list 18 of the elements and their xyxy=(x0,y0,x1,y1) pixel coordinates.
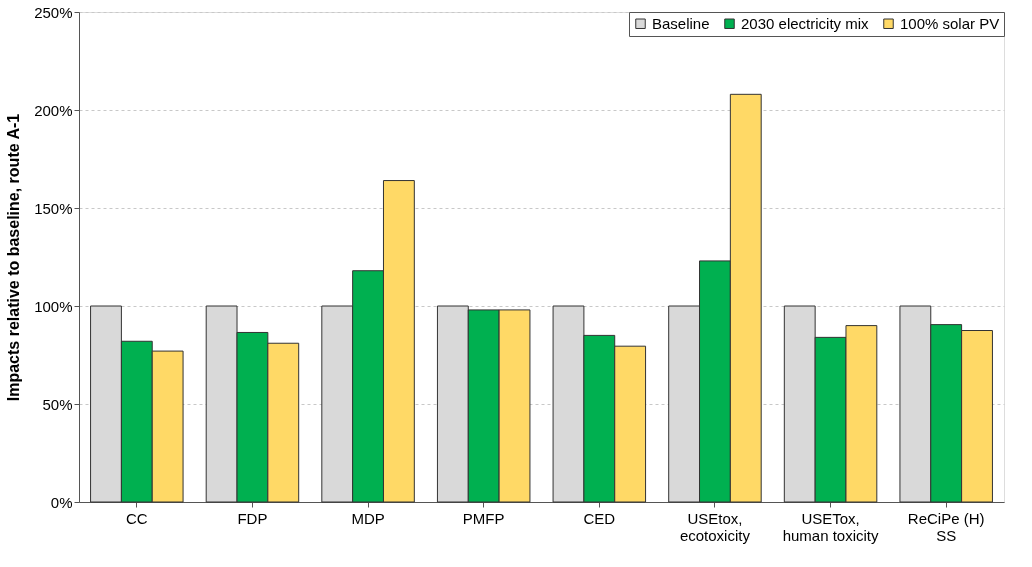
y-axis-title: Impacts relative to baseline, route A-1 xyxy=(5,113,23,402)
y-tick-label: 0% xyxy=(50,493,73,511)
y-tick-label: 200% xyxy=(34,101,73,119)
x-tick-label: USETox, human toxicity xyxy=(782,509,879,544)
x-tick-label: FDP xyxy=(237,509,268,527)
x-tick-label: CC xyxy=(125,509,148,527)
x-tick-label: CED xyxy=(583,509,616,527)
x-tick-label: MDP xyxy=(351,509,385,527)
legend-label: Baseline xyxy=(652,14,710,32)
legend-label: 100% solar PV xyxy=(900,14,1000,32)
x-tick-label: PMFP xyxy=(462,509,505,527)
y-tick-label: 150% xyxy=(34,199,73,217)
x-tick-label: USEtox, ecotoxicity xyxy=(679,509,751,544)
y-tick-label: 100% xyxy=(34,297,73,315)
x-tick-label: ReCiPe (H) SS xyxy=(907,509,985,544)
legend-label: 2030 electricity mix xyxy=(741,14,870,32)
y-tick-label: 50% xyxy=(42,395,73,413)
y-tick-label: 250% xyxy=(34,3,73,21)
